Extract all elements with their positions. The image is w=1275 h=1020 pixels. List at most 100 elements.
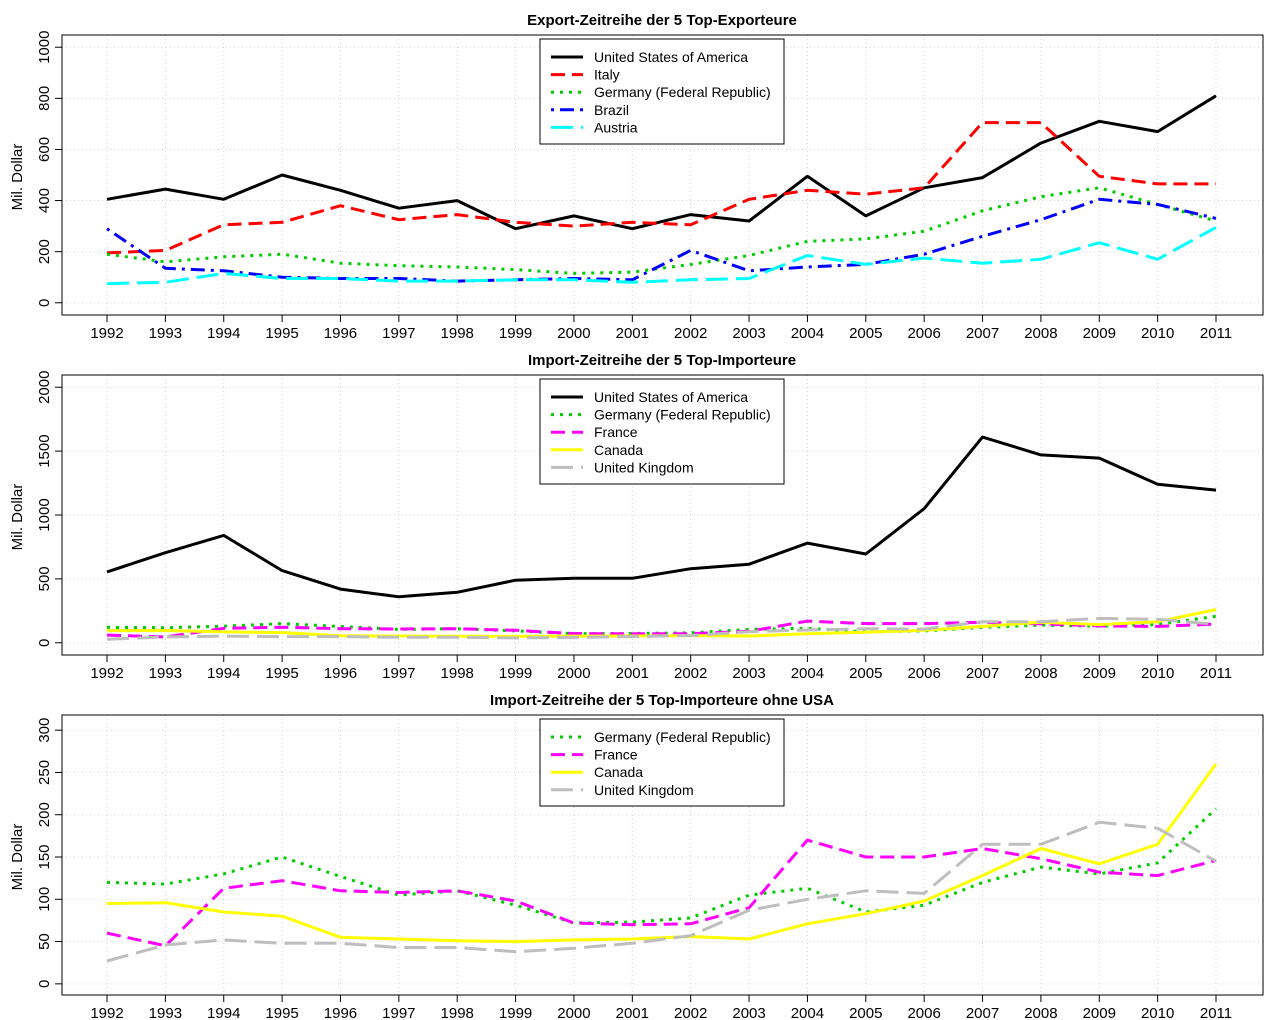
x-tick-label: 1992 — [90, 325, 123, 342]
series-line-austria — [106, 226, 1217, 286]
x-tick-label: 2008 — [1024, 1005, 1057, 1020]
series-line-united-kingdom — [106, 616, 1217, 641]
x-tick-label: 1993 — [149, 325, 182, 342]
x-tick-label: 1993 — [149, 1005, 182, 1020]
x-tick-label: 2000 — [557, 665, 590, 682]
legend-label-france: France — [594, 747, 638, 763]
x-tick-label: 1998 — [441, 1005, 474, 1020]
series-line-united-kingdom — [106, 820, 1217, 963]
import-panel: Import-Zeitreihe der 5 Top-Importeure Mi… — [9, 352, 1264, 682]
x-tick-label: 2001 — [616, 1005, 649, 1020]
plot-frame — [61, 714, 1264, 996]
series-line-united-states-of-america — [106, 435, 1217, 599]
x-tick-label: 2007 — [966, 665, 999, 682]
x-tick-label: 1997 — [382, 665, 415, 682]
x-tick-label: 2004 — [791, 665, 824, 682]
x-tick-label: 1992 — [90, 665, 123, 682]
y-tick-label: 0 — [36, 639, 53, 647]
x-tick-label: 1996 — [324, 665, 357, 682]
legend-label-canada: Canada — [594, 764, 643, 780]
plot-frame — [61, 34, 1264, 316]
y-tick-label: 200 — [36, 802, 53, 827]
series-line-brazil — [106, 197, 1217, 283]
y-tick-label: 1000 — [36, 31, 53, 64]
legend-label-germany-federal-republic: Germany (Federal Republic) — [594, 84, 771, 100]
x-tick-label: 1996 — [324, 325, 357, 342]
x-tick-label: 2011 — [1200, 1005, 1232, 1020]
y-tick-label: 50 — [36, 933, 53, 950]
x-tick-label: 2005 — [849, 665, 882, 682]
x-tick-label: 2000 — [557, 1005, 590, 1020]
y-tick-label: 800 — [36, 86, 53, 111]
x-tick-label: 2008 — [1024, 665, 1057, 682]
x-tick-label: 2006 — [907, 325, 940, 342]
import-no-usa-panel-title: Import-Zeitreihe der 5 Top-Importeure oh… — [490, 692, 834, 709]
export-panel: Export-Zeitreihe der 5 Top-Exporteure Mi… — [9, 12, 1264, 342]
import-panel-ylabel: Mil. Dollar — [9, 484, 26, 551]
legend-label-united-states-of-america: United States of America — [594, 49, 748, 65]
y-tick-label: 1000 — [36, 498, 53, 531]
series-line-united-states-of-america — [106, 94, 1217, 231]
export-panel-title: Export-Zeitreihe der 5 Top-Exporteure — [527, 12, 797, 29]
x-tick-label: 1992 — [90, 1005, 123, 1020]
grid — [62, 715, 1263, 995]
y-tick-label: 1500 — [36, 434, 53, 467]
legend-label-brazil: Brazil — [594, 102, 629, 118]
x-tick-label: 2010 — [1141, 1005, 1174, 1020]
x-tick-label: 1995 — [265, 325, 298, 342]
x-tick-label: 2001 — [616, 325, 649, 342]
y-tick-label: 200 — [36, 239, 53, 264]
series-line-france — [106, 838, 1217, 948]
y-tick-label: 250 — [36, 760, 53, 785]
x-tick-label: 1997 — [382, 1005, 415, 1020]
x-tick-label: 2006 — [907, 1005, 940, 1020]
legend: United States of America Germany (Federal… — [539, 378, 785, 485]
legend-label-austria: Austria — [594, 119, 638, 135]
legend-label-united-kingdom: United Kingdom — [594, 782, 694, 798]
import-no-usa-panel-ylabel: Mil. Dollar — [9, 824, 26, 891]
x-tick-label: 1994 — [207, 1005, 240, 1020]
x-tick-label: 2003 — [732, 1005, 765, 1020]
x-tick-label: 2007 — [966, 325, 999, 342]
x-tick-label: 2011 — [1200, 665, 1232, 682]
x-tick-label: 2009 — [1083, 665, 1116, 682]
x-tick-label: 2000 — [557, 325, 590, 342]
x-tick-label: 2003 — [732, 665, 765, 682]
import-panel-title: Import-Zeitreihe der 5 Top-Importeure — [528, 352, 796, 369]
x-tick-label: 2009 — [1083, 1005, 1116, 1020]
x-tick-label: 2004 — [791, 325, 824, 342]
x-tick-label: 2009 — [1083, 325, 1116, 342]
x-tick-label: 1998 — [441, 665, 474, 682]
x-tick-label: 2010 — [1141, 325, 1174, 342]
y-tick-label: 0 — [36, 299, 53, 307]
y-tick-label: 600 — [36, 137, 53, 162]
x-tick-label: 2004 — [791, 1005, 824, 1020]
x-tick-label: 2002 — [674, 1005, 707, 1020]
x-tick-label: 1999 — [499, 1005, 532, 1020]
export-panel-ylabel: Mil. Dollar — [9, 144, 26, 211]
x-tick-label: 1997 — [382, 325, 415, 342]
x-tick-label: 2006 — [907, 665, 940, 682]
x-tick-label: 1995 — [265, 1005, 298, 1020]
x-tick-label: 2003 — [732, 325, 765, 342]
x-tick-label: 1994 — [207, 325, 240, 342]
series-line-italy — [106, 121, 1216, 255]
legend-label-united-states-of-america: United States of America — [594, 389, 748, 405]
legend-label-italy: Italy — [594, 67, 620, 83]
x-tick-label: 1998 — [441, 325, 474, 342]
legend-label-germany-federal-republic: Germany (Federal Republic) — [594, 729, 771, 745]
x-tick-label: 1995 — [265, 665, 298, 682]
y-tick-label: 300 — [36, 718, 53, 743]
import-no-usa-panel: Import-Zeitreihe der 5 Top-Importeure oh… — [9, 692, 1264, 1020]
x-tick-label: 2010 — [1141, 665, 1174, 682]
x-tick-label: 1994 — [207, 665, 240, 682]
series-line-canada — [106, 763, 1218, 944]
legend-label-germany-federal-republic: Germany (Federal Republic) — [594, 407, 771, 423]
legend-box — [539, 718, 785, 807]
y-tick-label: 400 — [36, 188, 53, 213]
legend-label-united-kingdom: United Kingdom — [594, 459, 694, 475]
